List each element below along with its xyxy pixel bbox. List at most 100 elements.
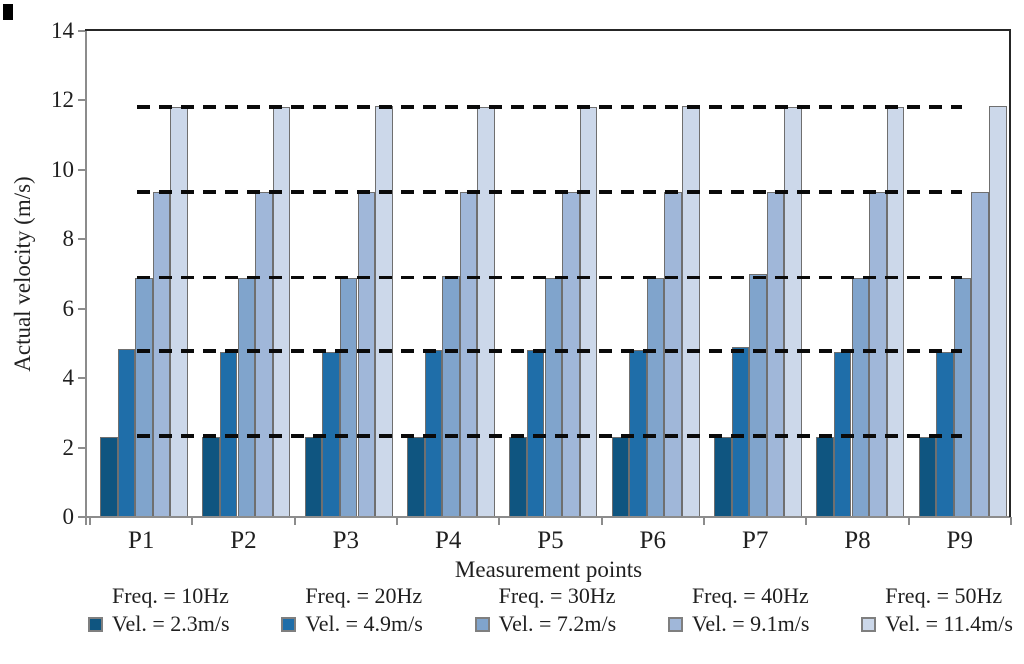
x-tick-mark [1009, 517, 1012, 525]
bar-P6-series-4 [664, 192, 682, 517]
legend-swatch [667, 617, 683, 632]
bar-P3-series-5 [375, 105, 393, 517]
bar-P9-series-5 [989, 105, 1007, 517]
dashed-reference-line [137, 349, 962, 353]
legend-vel-label: Vel. = 7.2m/s [498, 611, 617, 636]
bar-P5-series-4 [562, 192, 580, 517]
legend-entry: Freq. = 10Hz Vel. = 2.3m/s [88, 582, 230, 638]
legend-text: Freq. = 30Hz Vel. = 7.2m/s [499, 582, 617, 638]
bar-P3-series-4 [357, 192, 376, 517]
bar-P7-series-3 [749, 274, 767, 517]
legend-freq-label: Freq. = 40Hz [691, 583, 809, 608]
y-tick-label: 4 [62, 365, 75, 391]
y-tick-label: 0 [62, 504, 75, 529]
x-tick-mark [907, 517, 910, 525]
dashed-reference-line [137, 105, 962, 109]
y-tick-mark [78, 30, 86, 32]
legend-swatch [474, 617, 490, 632]
bar-P8-series-4 [869, 192, 887, 517]
y-tick-mark [78, 516, 86, 518]
x-category-label: P8 [844, 527, 871, 554]
bar-P3-series-3 [339, 277, 358, 517]
bar-P2-series-4 [255, 192, 273, 517]
y-tick-mark [78, 377, 86, 380]
bar-P7-series-1 [714, 437, 732, 517]
bar-P7-series-2 [731, 346, 750, 517]
legend-vel-label: Vel. = 9.1m/s [691, 611, 810, 636]
x-tick-mark [805, 517, 808, 525]
y-tick-mark [78, 446, 86, 449]
bar-P1-series-4 [152, 192, 171, 517]
bar-P2-series-1 [202, 437, 220, 517]
legend-freq-label: Freq. = 50Hz [885, 583, 1003, 608]
bar-P4-series-3 [442, 275, 460, 517]
bar-P1-series-3 [135, 277, 153, 517]
legend-swatch [88, 617, 103, 632]
legend-freq-label: Freq. = 30Hz [498, 583, 616, 608]
y-axis-line [85, 31, 87, 525]
x-tick-mark [191, 517, 194, 525]
legend-vel-label: Vel. = 2.3m/s [112, 611, 230, 636]
y-tick-mark [78, 238, 86, 241]
x-tick-mark [702, 517, 705, 525]
bar-P7-series-4 [766, 192, 785, 517]
legend-swatch [281, 617, 297, 632]
bar-P3-series-1 [304, 437, 323, 517]
bar-P5-series-3 [544, 277, 563, 517]
x-tick-mark [89, 517, 91, 525]
bar-P4-series-5 [477, 107, 495, 517]
legend: Freq. = 10Hz Vel. = 2.3m/s Freq. = 20Hz Vel… [88, 582, 1013, 638]
x-category-label: P3 [332, 527, 360, 554]
x-axis-line [85, 516, 1011, 518]
y-tick-label: 8 [62, 226, 75, 252]
corner-mark [3, 4, 13, 20]
legend-vel-label: Vel. = 4.9m/s [305, 611, 423, 636]
y-tick-label: 14 [51, 18, 74, 43]
legend-entry: Freq. = 40Hz Vel. = 9.1m/s [667, 582, 810, 638]
y-tick-mark [78, 168, 86, 171]
x-tick-mark [395, 517, 398, 525]
bar-P4-series-1 [407, 437, 425, 517]
legend-text: Freq. = 10Hz Vel. = 2.3m/s [112, 582, 230, 638]
y-tick-label: 6 [62, 295, 75, 321]
x-axis-title: Measurement points [454, 557, 643, 582]
bar-P9-series-3 [953, 277, 972, 517]
dashed-reference-line [137, 434, 962, 438]
x-tick-mark [600, 517, 603, 525]
dashed-reference-line [137, 275, 962, 279]
legend-freq-label: Freq. = 10Hz [112, 583, 229, 608]
bar-P7-series-5 [784, 107, 802, 517]
bar-P6-series-1 [611, 437, 630, 517]
legend-text: Freq. = 20Hz Vel. = 4.9m/s [305, 582, 423, 638]
bar-P1-series-2 [117, 348, 136, 517]
legend-vel-label: Vel. = 11.4m/s [885, 611, 1013, 636]
x-category-label: P4 [434, 527, 462, 554]
y-tick-label: 10 [51, 156, 74, 182]
x-category-label: P5 [537, 527, 564, 554]
y-tick-mark [78, 99, 86, 102]
bar-P8-series-1 [816, 437, 834, 517]
bar-P9-series-1 [918, 437, 937, 517]
x-category-label: P9 [946, 527, 973, 554]
bar-P8-series-3 [851, 277, 870, 517]
x-category-label: P1 [127, 527, 155, 554]
y-tick-mark [78, 307, 86, 310]
legend-text: Freq. = 40Hz Vel. = 9.1m/s [692, 582, 810, 638]
plot-frame-right [1008, 29, 1011, 517]
x-tick-mark [293, 517, 296, 525]
bar-P6-series-3 [646, 277, 665, 517]
legend-entry: Freq. = 20Hz Vel. = 4.9m/s [281, 582, 423, 638]
legend-entry: Freq. = 50Hz Vel. = 11.4m/s [861, 582, 1013, 638]
x-category-label: P7 [741, 527, 769, 554]
bar-P8-series-5 [886, 107, 905, 517]
y-tick-label: 2 [62, 434, 75, 460]
bar-P9-series-4 [971, 192, 989, 517]
bar-P5-series-1 [509, 437, 527, 517]
legend-freq-label: Freq. = 20Hz [305, 583, 423, 608]
x-tick-mark [498, 517, 501, 525]
plot-frame-top [85, 29, 1011, 31]
bar-P2-series-3 [237, 277, 256, 517]
bar-P2-series-5 [272, 107, 291, 517]
y-tick-label: 12 [51, 87, 74, 113]
